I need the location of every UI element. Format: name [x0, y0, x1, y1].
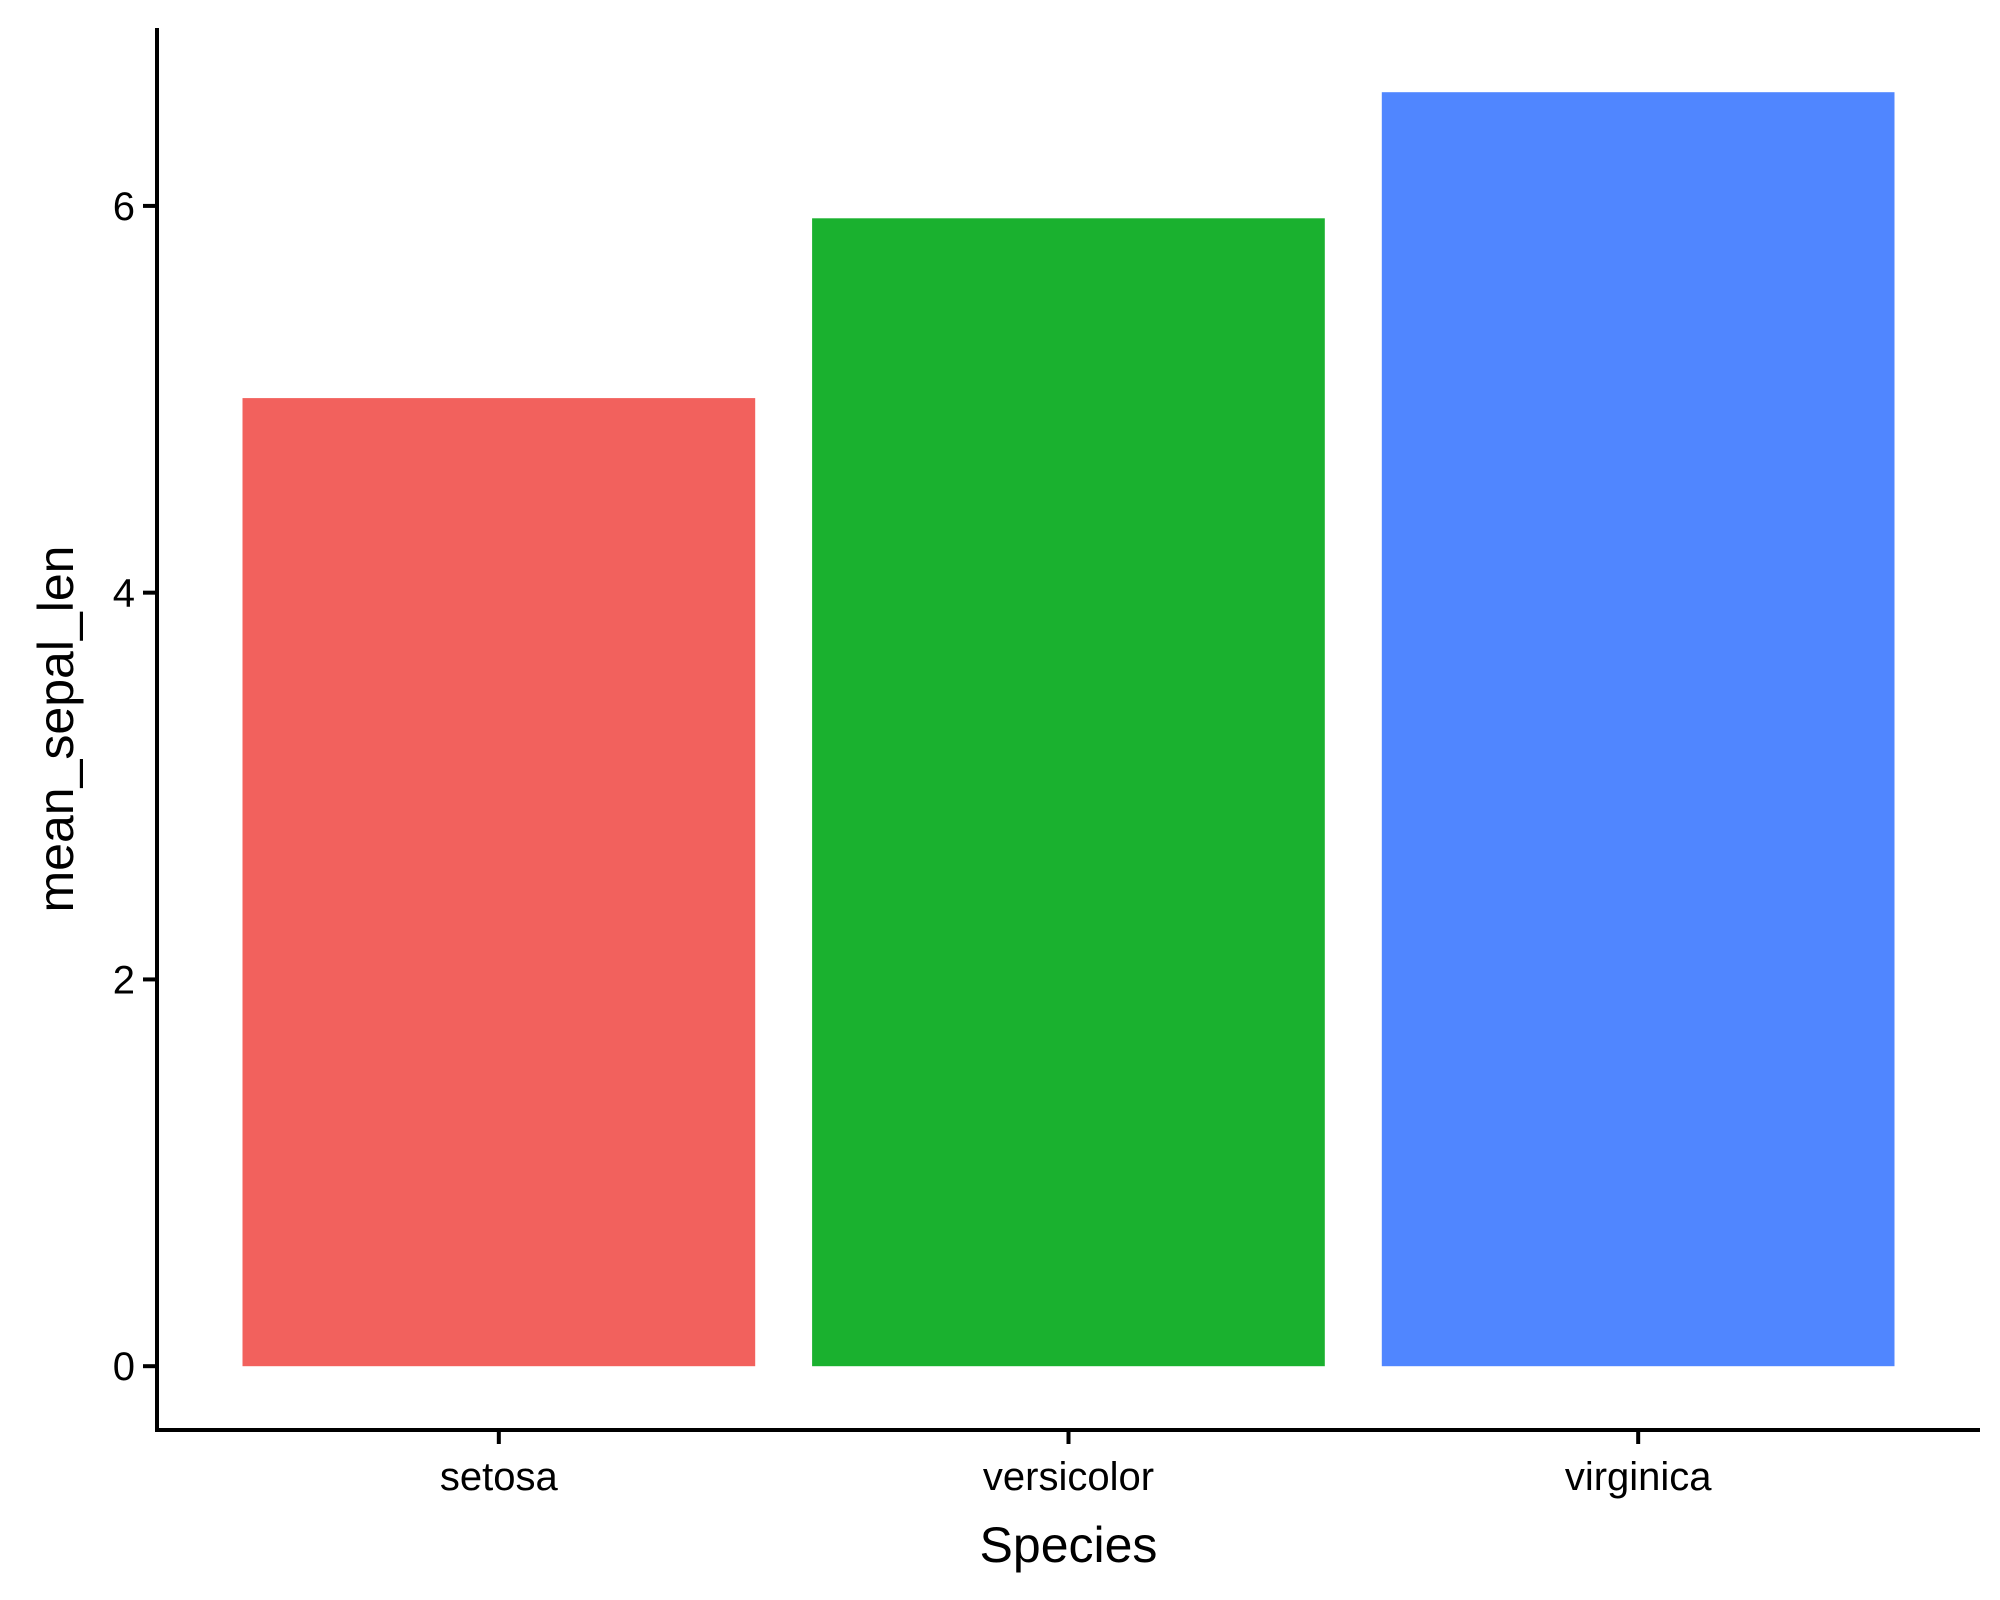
bar-setosa — [242, 398, 756, 1367]
y-tick-label: 2 — [113, 958, 135, 1002]
y-tick-label: 4 — [113, 572, 135, 616]
y-ticks: 0 2 4 6 — [113, 185, 157, 1389]
bar-virginica — [1381, 92, 1895, 1367]
bar-versicolor — [812, 218, 1325, 1367]
x-axis-title: Species — [980, 1517, 1158, 1573]
bars-layer — [242, 92, 1895, 1367]
x-tick-label-setosa: setosa — [440, 1455, 559, 1499]
x-ticks: setosa versicolor virginica — [440, 1430, 1712, 1499]
x-tick-label-versicolor: versicolor — [983, 1455, 1154, 1499]
y-tick-label: 6 — [113, 185, 135, 229]
y-tick-label: 0 — [113, 1345, 135, 1389]
y-axis-title: mean_sepal_len — [28, 546, 84, 913]
x-tick-label-virginica: virginica — [1565, 1455, 1712, 1499]
